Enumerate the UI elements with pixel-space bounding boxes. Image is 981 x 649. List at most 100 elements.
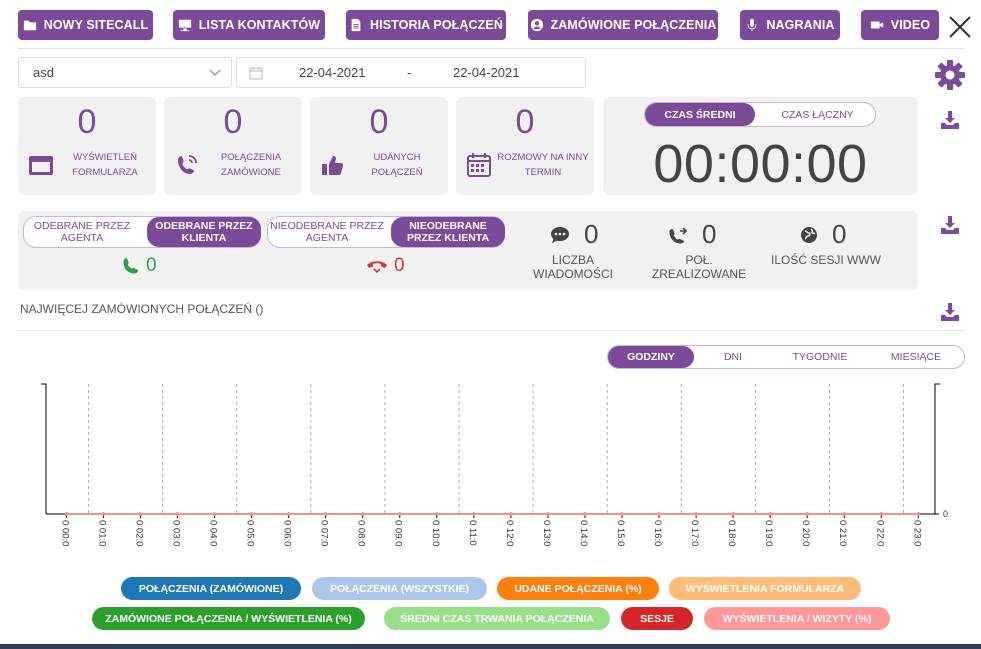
y-right-tick-label: 0 [943,509,948,519]
answered-toggle: ODEBRANE PRZEZ AGENTA ODEBRANE PRZEZ KLI… [23,216,261,248]
x-tick-label: 0 04:0 [208,520,219,546]
legend-item[interactable]: POŁĄCZENIA (WSZYSTKIE) [312,577,487,600]
missed-toggle: NIEODEBRANE PRZEZ AGENTA NIEODEBRANE PRZ… [267,216,505,248]
calls-panel: ODEBRANE PRZEZ AGENTA ODEBRANE PRZEZ KLI… [18,211,918,290]
legend-item[interactable]: ŚREDNI CZAS TRWANIA POŁĄCZENIA [384,607,610,630]
data-point [805,512,809,516]
tab-weeks[interactable]: TYGODNIE [792,351,848,363]
toggle-answered-client[interactable]: ODEBRANE PRZEZ KLIENTA [147,217,261,247]
download-icon[interactable] [940,110,960,130]
data-point [768,512,772,516]
legend-item[interactable]: WYŚWIETLENIA / WIZYTY (%) [704,607,890,630]
x-tick-label: 0 21:0 [837,520,848,546]
toggle-missed-agent[interactable]: NIEODEBRANE PRZEZ AGENTA [270,220,384,244]
video-button[interactable]: VIDEO [861,10,939,40]
x-tick-label: 0 06:0 [282,520,293,546]
x-tick-label: 0 13:0 [541,520,552,546]
download-icon[interactable] [940,215,960,235]
x-tick-label: 0 22:0 [874,520,885,546]
x-tick-label: 0 07:0 [319,520,330,546]
legend-item[interactable]: ZAMÓWIONE POŁĄCZENIA / WYŚWIETLENIA (%) [92,607,365,630]
recordings-button[interactable]: NAGRANIA [740,10,840,40]
download-icon[interactable] [940,302,960,322]
time-mode-toggle: CZAS ŚREDNI CZAS ŁĄCZNY [644,102,876,127]
legend-item[interactable]: UDANE POŁĄCZENIA (%) [497,577,659,600]
legend-item[interactable]: SESJE [621,607,693,630]
x-tick-label: 0 14:0 [578,520,589,546]
answered-count: 0 [122,255,157,277]
data-point [398,512,402,516]
data-point [694,512,698,516]
x-tick-label: 0 03:0 [170,520,181,546]
user-circle-icon [530,18,543,32]
window-icon [29,156,53,175]
x-tick-label: 0 18:0 [726,520,737,546]
video-camera-icon [870,21,883,29]
tab-days[interactable]: DNI [723,351,743,363]
data-point [842,512,846,516]
site-select[interactable]: asd [18,57,232,88]
toggle-average-time[interactable]: CZAS ŚREDNI [645,103,755,126]
data-point [916,512,920,516]
x-tick-label: 0 00:0 [59,520,70,546]
monitor-icon [178,19,191,32]
x-tick-label: 0 23:0 [911,520,922,546]
toolbar-divider [18,48,964,49]
data-point [583,512,587,516]
x-tick-label: 0 01:0 [96,520,107,546]
toggle-missed-client[interactable]: NIEODEBRANE PRZEZ KLIENTA [391,217,505,247]
legend-item[interactable]: POŁĄCZENIA (ZAMÓWIONE) [121,577,301,600]
data-point [138,512,143,516]
data-point [175,512,180,516]
x-tick-label: 0 11:0 [467,520,478,546]
data-point [64,512,68,516]
gear-icon[interactable] [933,58,967,92]
data-point [657,512,661,516]
chevron-down-icon [209,69,221,76]
calendar-icon [467,153,491,177]
new-sitecall-button[interactable]: NOWY SITECALL [18,10,153,40]
data-point [287,512,291,516]
x-tick-label: 0 08:0 [356,520,367,546]
data-point [731,512,735,516]
section-divider [18,330,964,331]
date-range-picker[interactable]: 22-04-2021 - 22-04-2021 [236,57,586,88]
legend-item[interactable]: WYŚWIETLENIA FORMULARZA [669,577,861,600]
tab-hours[interactable]: GODZINY [608,346,694,368]
bottom-bar [0,644,981,649]
stat-card-ordered-calls: 0 POŁĄCZENIA ZAMÓWIONE [164,97,302,195]
data-point [212,512,217,516]
phone-hangup-icon [367,261,387,274]
data-point [509,512,513,516]
stat-card-rescheduled: 0 ROZMOWY NA INNY TERMIN [456,97,594,195]
ordered-calls-button[interactable]: ZAMÓWIONE POŁĄCZENIA [528,10,718,40]
date-separator: - [407,65,412,80]
chart-period-tabs: GODZINY DNI TYGODNIE MIESIĄCE [607,345,965,369]
x-tick-label: 0 15:0 [615,520,626,546]
messages-label: LICZBA WIADOMOŚCI [533,253,613,281]
data-point [435,512,439,516]
document-icon [351,18,361,32]
call-history-button[interactable]: HISTORIA POŁĄCZEŃ [346,10,506,40]
line-chart: 0 00:0 0 01:0 0 02:0 0 03:0 0 04:0 0 05:0 0 06… [41,383,948,546]
x-tick-label: 0 16:0 [652,520,663,546]
chart-legend: POŁĄCZENIA (ZAMÓWIONE) POŁĄCZENIA (WSZYST… [0,577,981,637]
data-point [546,512,550,516]
toggle-answered-agent[interactable]: ODEBRANE PRZEZ AGENTA [33,220,131,244]
chart: 0 00:0 0 01:0 0 02:0 0 03:0 0 04:0 0 05:0 0 06… [0,340,981,570]
folder-icon [23,20,36,31]
calendar-icon [249,67,263,80]
close-icon[interactable] [947,14,973,40]
x-tick-label: 0 05:0 [245,520,256,546]
missed-count: 0 [366,255,405,277]
sessions-count: 0 [800,219,846,250]
phone-ringing-icon [178,155,197,174]
toggle-total-time[interactable]: CZAS ŁĄCZNY [781,108,854,121]
thumbs-up-icon [322,156,344,175]
x-tick-label: 0 12:0 [504,520,515,546]
contact-list-button[interactable]: LISTA KONTAKTÓW [173,10,325,40]
date-from: 22-04-2021 [299,65,366,80]
phone-icon [123,258,138,274]
tab-months[interactable]: MIESIĄCE [890,351,942,363]
y-axis-left [41,383,47,514]
